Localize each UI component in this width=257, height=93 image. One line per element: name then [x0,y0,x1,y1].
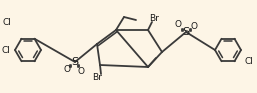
Text: O: O [190,21,197,31]
Text: Cl: Cl [245,57,253,66]
Text: S: S [182,27,190,37]
Text: S: S [71,57,79,67]
Text: Br: Br [92,73,102,81]
Text: O: O [63,65,70,74]
Text: Cl: Cl [2,45,11,54]
Text: O: O [175,20,181,28]
Text: Cl: Cl [3,17,12,27]
Text: Br: Br [149,13,159,23]
Text: O: O [78,66,85,76]
